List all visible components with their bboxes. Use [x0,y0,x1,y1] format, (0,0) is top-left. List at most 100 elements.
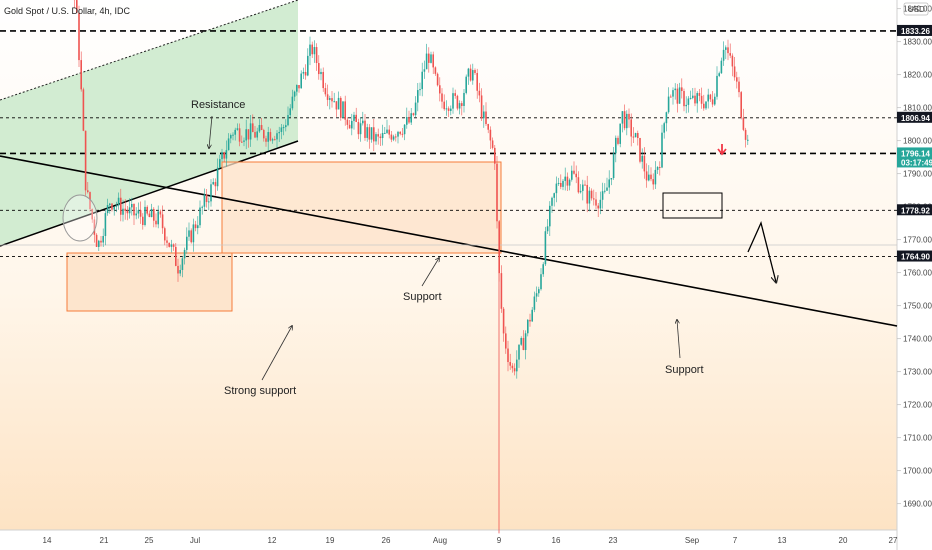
y-tick-label: 1800.00 [903,137,932,146]
candle-body [117,197,120,206]
candle-body [700,95,703,104]
candle-body [689,97,692,99]
candle-body [333,101,335,103]
candle-body [364,120,366,138]
candle-body [681,87,683,92]
candle-body [667,96,670,113]
candle-body [122,208,124,215]
candle-body [137,210,140,214]
candle-body [329,98,331,100]
candle-body [511,365,514,369]
candle-body [377,134,379,137]
candle-body [575,173,577,178]
candle-body [82,89,85,131]
candle-body [194,224,197,229]
chart-title: Gold Spot / U.S. Dollar, 4h, IDC [4,6,131,16]
candle-body [590,190,593,199]
candle-body [179,269,181,274]
candle-body [549,205,551,227]
x-tick-label: Jul [190,536,200,545]
candle-body [304,72,307,76]
candle-body [445,108,448,110]
candle-body [397,131,399,137]
candle-body [568,179,571,186]
candle-body [480,95,483,119]
currency-box[interactable] [903,2,929,16]
y-tick-label: 1690.00 [903,500,932,509]
candle-body [197,225,199,229]
candle-body [579,190,582,193]
rising-channel [0,0,298,246]
candle-body [703,103,705,109]
resistance-pointer [209,115,213,148]
candle-body [199,207,201,226]
candle-body [289,108,291,116]
candle-body [483,111,485,119]
range-box-left [66,252,233,312]
candle-body [106,205,109,214]
price-tag-label: 1764.90 [901,253,930,262]
candle-body [87,190,89,193]
candle-body [78,12,80,61]
candle-body [245,129,247,141]
candle-body [386,129,388,133]
candle-body [177,265,179,274]
candle-body [637,133,639,138]
y-tick-label: 1770.00 [903,236,932,245]
candle-body [412,113,415,116]
candle-body [676,88,679,104]
candle-body [586,184,588,204]
candle-body [375,134,377,142]
candle-body [476,72,478,91]
candle-body [621,111,624,124]
candle-body [718,73,720,76]
candle-body [542,264,544,275]
candle-body [612,153,615,179]
candle-body [230,135,232,139]
candle-body [370,127,373,140]
candle-body [395,136,397,138]
candle-body [650,174,652,180]
candle-body [256,131,258,138]
candle-body [399,131,401,134]
candle-body [443,101,445,110]
price-axis-background[interactable] [897,0,932,550]
candle-body [186,236,188,250]
candle-body [271,139,274,141]
candle-body [496,163,498,222]
price-tag-label: 1833.26 [901,27,930,36]
candle-body [216,167,219,187]
candle-body [181,258,184,270]
candle-body [599,199,602,209]
candle-body [168,242,170,247]
support-pointer-right [677,320,681,359]
y-tick-label: 1820.00 [903,71,932,80]
candle-body [291,96,294,109]
candle-body [384,132,386,134]
candle-body [322,71,324,89]
candle-body [674,88,676,91]
x-tick-label: 9 [497,536,502,545]
candle-body [478,90,481,96]
x-tick-label: 26 [382,536,391,545]
x-tick-label: 7 [733,536,738,545]
candle-body [227,138,230,151]
candle-body [698,93,701,96]
candle-body [463,92,465,106]
y-tick-label: 1830.00 [903,38,932,47]
candle-body [208,201,210,203]
candle-body [432,54,434,68]
candle-body [630,119,632,137]
candle-body [672,90,674,97]
candle-body [419,89,421,91]
price-tag [897,204,932,216]
candle-body [544,231,547,265]
candle-body [595,199,597,206]
candle-body [214,182,217,187]
candle-body [190,230,192,243]
time-axis-background[interactable] [0,530,897,550]
candle-body [410,113,412,123]
candle-body [736,77,738,82]
